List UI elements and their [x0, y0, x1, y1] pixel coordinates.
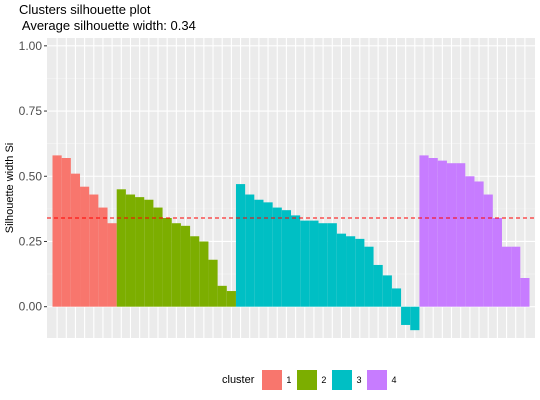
bar-cluster-3	[291, 215, 301, 307]
legend-item-4: 4	[367, 370, 396, 390]
bar-cluster-4	[520, 278, 530, 307]
bar-cluster-2	[199, 241, 209, 307]
bar-cluster-3	[300, 220, 310, 307]
bar-cluster-2	[125, 194, 136, 307]
bar-cluster-2	[116, 189, 126, 307]
bar-cluster-1	[98, 207, 108, 307]
bar-cluster-3	[263, 202, 273, 307]
bar-cluster-4	[446, 163, 457, 307]
legend-key	[367, 370, 388, 390]
bar-cluster-2	[180, 225, 191, 307]
y-tick-label: 1.00	[19, 39, 43, 53]
legend-label: 4	[391, 375, 397, 385]
bar-cluster-3	[364, 246, 374, 307]
bar-cluster-4	[501, 246, 512, 307]
bar-cluster-3	[281, 210, 291, 307]
chart-title-block: Clusters silhouette plot Average silhoue…	[19, 2, 196, 34]
bar-cluster-1	[80, 186, 90, 307]
legend-label: 3	[356, 375, 362, 385]
legend-items: 1 2 3 4	[262, 370, 402, 390]
y-tick-label: 0.50	[19, 169, 43, 183]
bar-cluster-1	[61, 158, 71, 307]
bar-cluster-4	[437, 160, 447, 307]
y-tick-label: 0.00	[19, 300, 43, 314]
bar-cluster-3	[401, 306, 411, 325]
bar-cluster-1	[70, 173, 81, 307]
bar-cluster-4	[465, 176, 475, 307]
bar-cluster-3	[245, 194, 255, 307]
bar-cluster-2	[190, 236, 200, 307]
bar-cluster-3	[235, 184, 246, 307]
bar-cluster-2	[162, 218, 172, 307]
bar-cluster-4	[456, 163, 466, 307]
chart-subtitle: Average silhouette width: 0.34	[19, 18, 196, 33]
y-tick-label: 0.75	[19, 104, 43, 118]
bar-cluster-4	[474, 181, 484, 307]
y-axis-label: Silhouette width Si	[4, 143, 16, 234]
bar-cluster-3	[373, 264, 383, 307]
bar-cluster-1	[89, 194, 99, 307]
legend-key	[332, 370, 353, 390]
bar-cluster-4	[492, 218, 502, 307]
bar-cluster-3	[391, 288, 402, 307]
legend-key	[262, 370, 283, 390]
bar-cluster-2	[208, 259, 218, 307]
bar-cluster-4	[428, 158, 438, 307]
legend-key	[297, 370, 318, 390]
legend-item-1: 1	[262, 370, 291, 390]
bar-cluster-3	[272, 207, 282, 307]
legend: cluster 1 2 3 4	[222, 370, 402, 390]
bar-cluster-3	[254, 199, 264, 307]
legend-label: 1	[286, 375, 292, 385]
bar-cluster-4	[483, 194, 493, 307]
bar-cluster-3	[410, 306, 420, 331]
bar-cluster-2	[226, 291, 236, 307]
legend-title: cluster	[222, 374, 255, 386]
bar-cluster-3	[346, 236, 356, 307]
bar-cluster-2	[135, 197, 145, 307]
bar-cluster-4	[419, 155, 429, 307]
bar-cluster-2	[153, 207, 163, 307]
chart-title: Clusters silhouette plot	[19, 2, 151, 17]
bar-cluster-3	[318, 223, 328, 307]
bar-cluster-2	[217, 285, 227, 307]
legend-label: 2	[321, 375, 327, 385]
bar-cluster-3	[355, 238, 365, 307]
bar-cluster-2	[144, 199, 154, 307]
bar-cluster-3	[309, 220, 319, 307]
bar-cluster-4	[511, 246, 521, 307]
bar-cluster-2	[171, 223, 181, 307]
bar-cluster-1	[107, 223, 117, 307]
legend-item-3: 3	[332, 370, 361, 390]
bar-cluster-1	[52, 155, 62, 307]
bar-cluster-3	[382, 275, 392, 307]
legend-item-2: 2	[297, 370, 326, 390]
bar-cluster-3	[327, 223, 337, 307]
bar-cluster-3	[336, 233, 347, 307]
y-tick-label: 0.25	[19, 234, 43, 248]
